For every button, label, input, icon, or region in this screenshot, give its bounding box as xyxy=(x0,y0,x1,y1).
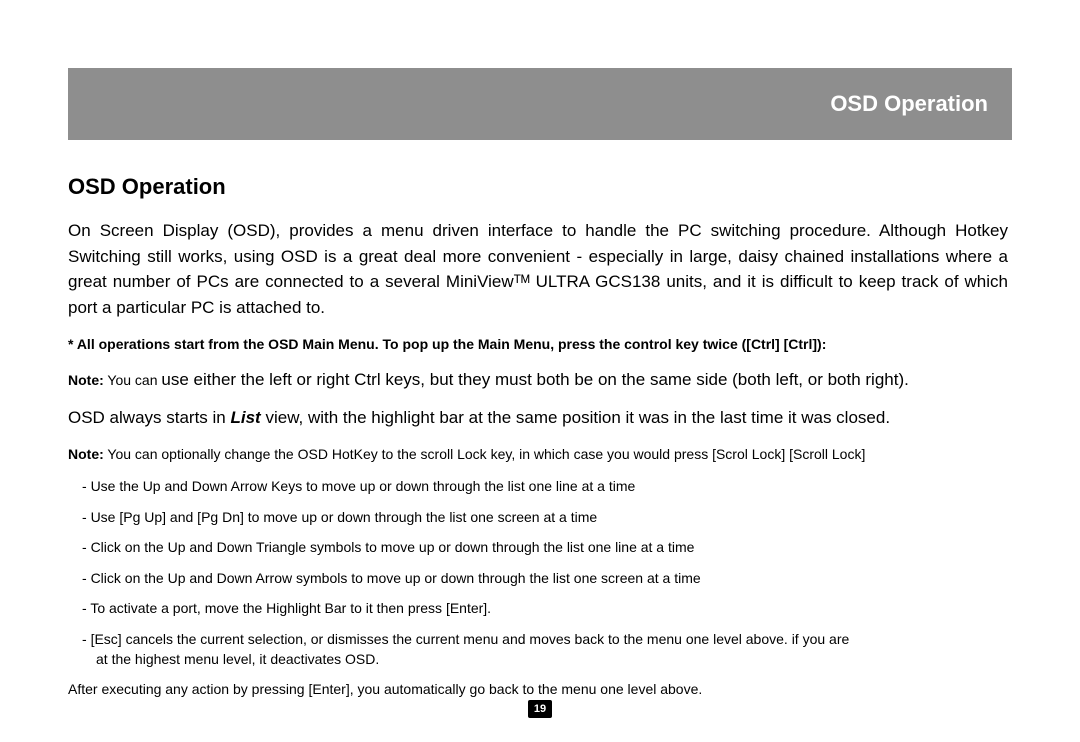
note-label: Note: xyxy=(68,372,104,388)
note2-rest: You can optionally change the OSD HotKey… xyxy=(104,446,866,462)
list-em: List xyxy=(231,408,261,427)
list-item: Use [Pg Up] and [Pg Dn] to move up or do… xyxy=(82,508,1008,528)
note2-label: Note: xyxy=(68,446,104,462)
list-item: Click on the Up and Down Triangle symbol… xyxy=(82,538,1008,558)
page-number-badge: 19 xyxy=(528,700,552,718)
list-view-sentence: OSD always starts in List view, with the… xyxy=(68,405,1008,431)
after-note: After executing any action by pressing [… xyxy=(68,680,1008,700)
list-item: Click on the Up and Down Arrow symbols t… xyxy=(82,569,1008,589)
list-item: To activate a port, move the Highlight B… xyxy=(82,599,1008,619)
body-content: On Screen Display (OSD), provides a menu… xyxy=(68,218,1012,700)
document-page: OSD Operation OSD Operation On Screen Di… xyxy=(0,0,1080,742)
note-ctrl-keys: Note: You can use either the left or rig… xyxy=(68,367,1008,393)
list-item-continuation: at the highest menu level, it deactivate… xyxy=(90,650,1008,670)
star-instruction: * All operations start from the OSD Main… xyxy=(68,334,1008,355)
header-banner: OSD Operation xyxy=(68,68,1012,140)
list-item: [Esc] cancels the current selection, or … xyxy=(82,630,1008,669)
banner-title: OSD Operation xyxy=(830,91,988,117)
list-pre: OSD always starts in xyxy=(68,408,231,427)
instruction-list: Use the Up and Down Arrow Keys to move u… xyxy=(68,477,1008,669)
list-post: view, with the highlight bar at the same… xyxy=(261,408,890,427)
note-small-lead: You can xyxy=(104,372,162,388)
page-title: OSD Operation xyxy=(68,174,1012,200)
note-hotkey: Note: You can optionally change the OSD … xyxy=(68,444,1008,465)
note-rest: use either the left or right Ctrl keys, … xyxy=(161,370,908,389)
intro-paragraph: On Screen Display (OSD), provides a menu… xyxy=(68,218,1008,320)
list-item-text: [Esc] cancels the current selection, or … xyxy=(91,631,850,647)
list-item: Use the Up and Down Arrow Keys to move u… xyxy=(82,477,1008,497)
page-number-text: 19 xyxy=(534,703,546,715)
